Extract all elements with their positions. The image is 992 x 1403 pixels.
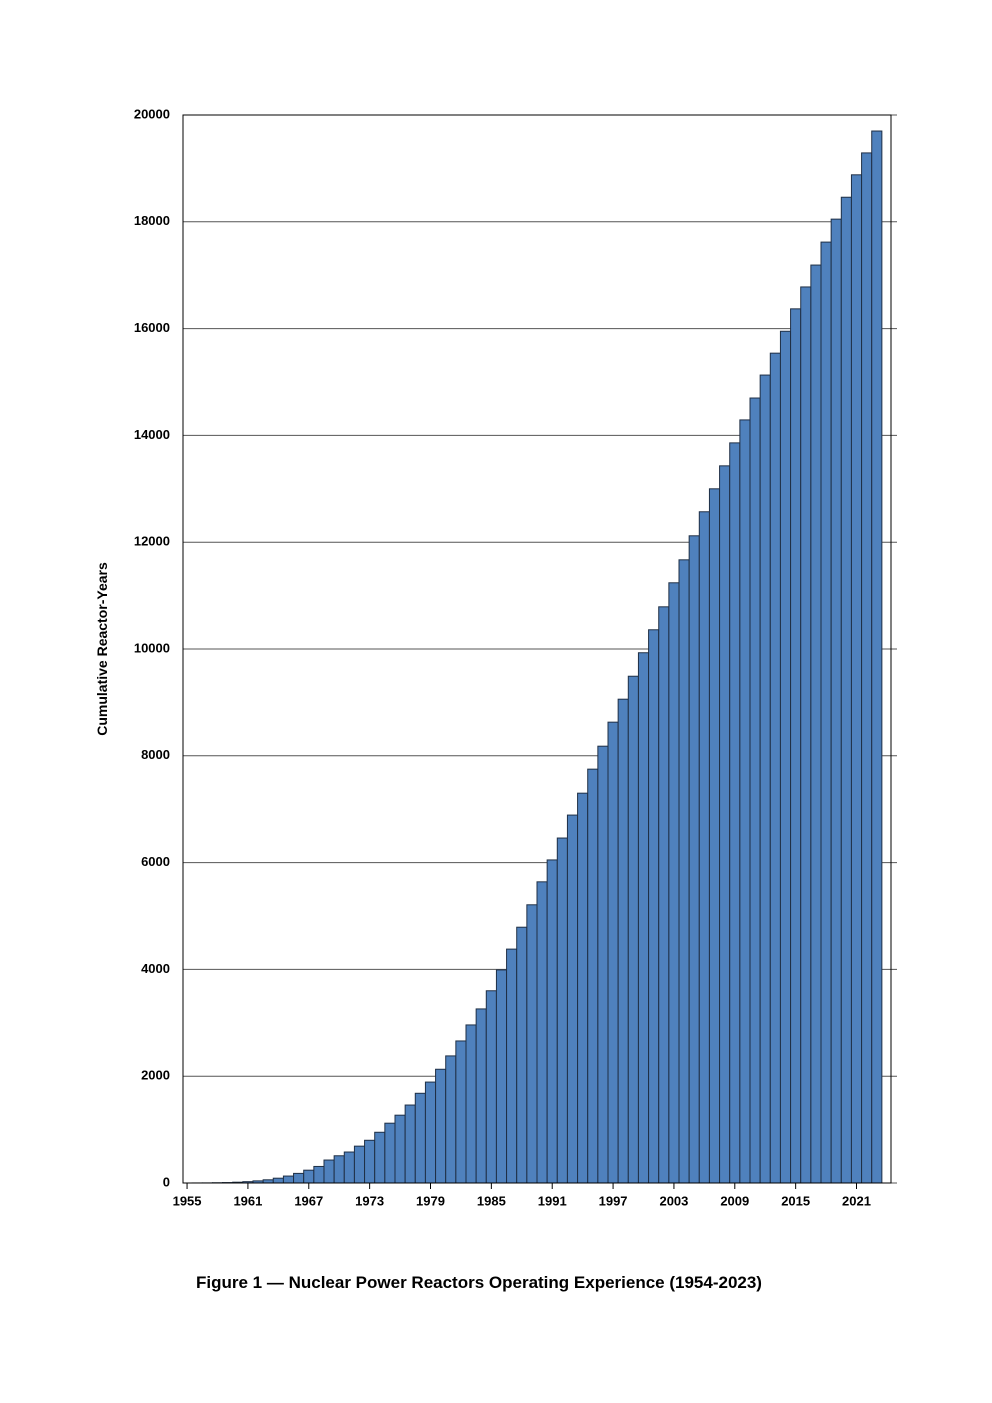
x-tick-label: 1967 [294,1193,323,1208]
bar [495,969,508,1183]
bar [779,330,792,1183]
bar [435,1068,447,1183]
bar [455,1040,467,1183]
y-tick-label: 10000 [134,640,170,655]
bar [648,629,660,1183]
x-tick-label: 1955 [173,1193,202,1208]
bar [790,308,802,1183]
bar [303,1169,315,1183]
x-tick-label: 1973 [355,1193,384,1208]
y-tick-label: 20000 [134,106,170,121]
y-axis-title: Cumulative Reactor-Years [94,562,110,736]
bar [526,904,538,1183]
bar [658,606,670,1183]
bar [840,196,852,1183]
bar [546,859,558,1183]
bar [475,1008,487,1183]
bar [516,926,528,1183]
bar [871,130,883,1183]
bar [637,652,650,1183]
bar [364,1139,376,1183]
bar [749,397,761,1183]
bar [282,1175,295,1183]
bar [465,1024,477,1183]
y-tick-label: 8000 [141,747,170,762]
bar [769,352,781,1183]
bar [414,1092,426,1183]
bar [810,264,822,1183]
bar [404,1104,416,1183]
bar [668,582,680,1183]
bar [394,1114,406,1183]
bar [597,745,609,1183]
bar [739,419,751,1183]
bar [698,511,710,1183]
bar [577,792,589,1183]
bar [719,465,731,1183]
x-tick-label: 1985 [477,1193,506,1208]
bar [617,698,629,1183]
bar [800,286,812,1183]
axes: 0 2000 4000 6000 8000 10000 12000 14000 16000 180… [134,106,871,1208]
bar [566,814,579,1183]
bar [313,1165,325,1183]
bar [708,488,721,1183]
bar [759,374,771,1183]
x-tick-label: 2003 [659,1193,688,1208]
bar [272,1177,284,1183]
x-tick-label: 1979 [416,1193,445,1208]
y-tick-label: 16000 [134,320,170,335]
x-tick-label: 2021 [842,1193,871,1208]
caption: Figure 1 — Nuclear Power Reactors Operat… [196,1273,762,1292]
x-tick-label: 2009 [720,1193,749,1208]
bar [607,721,619,1183]
bar [374,1131,386,1183]
bar [333,1155,345,1183]
x-tick-label: 1961 [233,1193,262,1208]
bar [678,559,690,1183]
x-tick-label: 1991 [538,1193,567,1208]
y-tick-label: 4000 [141,961,170,976]
plot-frame [182,114,892,1184]
bar [323,1159,335,1183]
y-tick-label: 0 [163,1174,170,1189]
bar [627,675,639,1183]
x-tick-label: 1997 [599,1193,628,1208]
bar [688,535,700,1183]
bar [353,1145,366,1183]
y-tick-label: 14000 [134,427,170,442]
bar [587,768,599,1183]
y-tick-label: 2000 [141,1068,170,1083]
bars [191,130,883,1183]
bar [506,948,518,1183]
bar [850,174,863,1183]
y-tick-label: 18000 [134,213,170,228]
bar [343,1151,355,1183]
bar [861,152,873,1183]
bar [556,837,568,1183]
x-tick-label: 2015 [781,1193,810,1208]
bar [536,881,548,1183]
bar [293,1172,305,1183]
bar [820,241,832,1183]
bar [384,1122,396,1183]
y-tick-label: 6000 [141,854,170,869]
bar [445,1055,457,1183]
bar [485,990,497,1183]
y-tick-label: 12000 [134,534,170,549]
bar [729,442,741,1183]
bar [830,218,842,1183]
bar [424,1081,437,1183]
